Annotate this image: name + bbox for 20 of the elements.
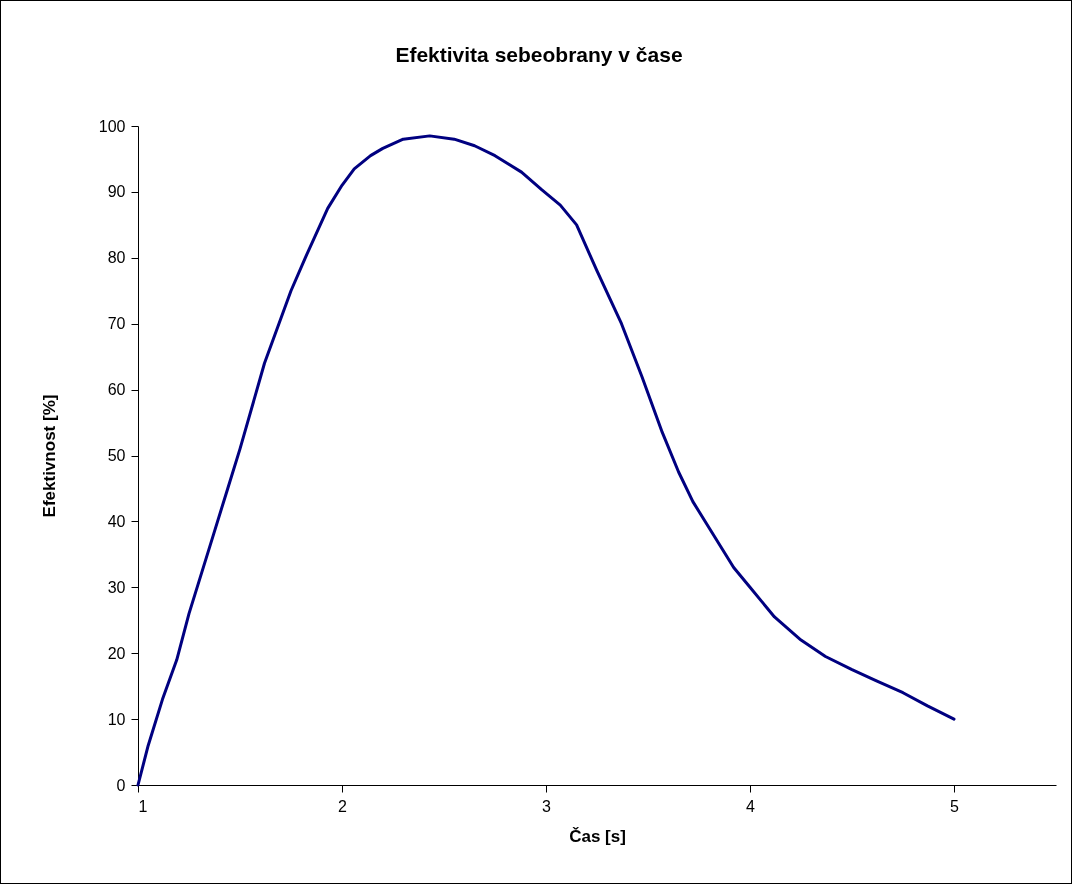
y-tick-label: 60	[107, 381, 126, 399]
chart-title: Efektivita sebeobrany v čase	[395, 43, 683, 66]
y-tick-label: 30	[107, 578, 126, 596]
y-tick-label: 10	[107, 710, 126, 728]
y-tick-label: 70	[107, 315, 126, 333]
x-axis-title: Čas [s]	[569, 826, 626, 846]
x-tick-label: 5	[950, 797, 960, 815]
y-tick-label: 0	[116, 776, 126, 794]
y-tick-label: 80	[107, 249, 126, 267]
y-tick-label: 50	[107, 447, 126, 464]
x-tick-label: 1	[138, 797, 148, 815]
y-tick-label: 100	[98, 117, 126, 135]
x-tick-label: 3	[542, 797, 552, 815]
x-tick-label: 4	[746, 797, 756, 815]
y-tick-label: 90	[107, 183, 126, 201]
x-tick-label: 2	[338, 797, 348, 815]
y-axis-title: Efektivnost [%]	[39, 394, 59, 518]
y-tick-label: 20	[107, 644, 126, 662]
y-tick-label: 40	[107, 512, 126, 530]
line-series	[136, 134, 956, 787]
